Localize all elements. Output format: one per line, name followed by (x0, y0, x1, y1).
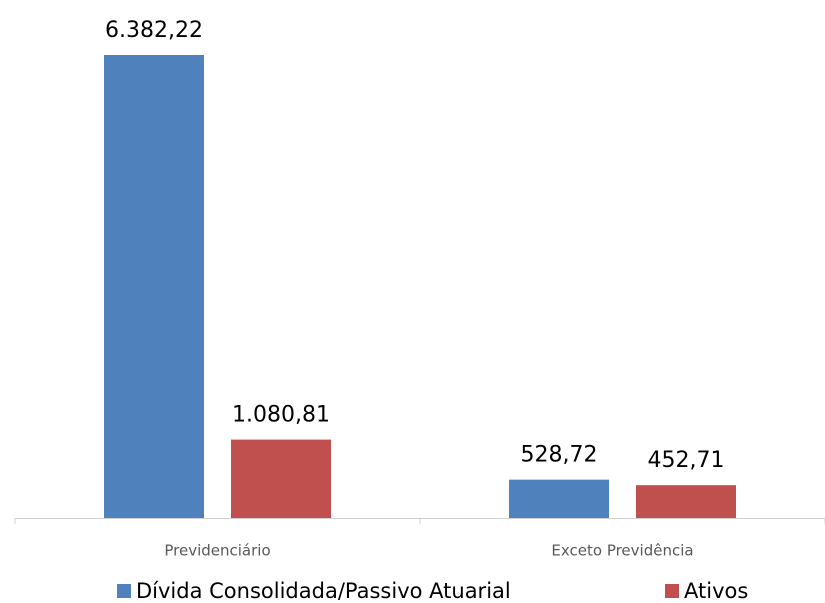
data-label: 452,71 (648, 448, 725, 473)
bar (231, 439, 331, 518)
bar (104, 55, 204, 518)
legend-label: Dívida Consolidada/Passivo Atuarial (136, 579, 511, 603)
bar (509, 479, 609, 518)
legend-swatch (665, 584, 679, 598)
data-label: 1.080,81 (232, 403, 330, 428)
data-label: 528,72 (521, 443, 598, 468)
data-label: 6.382,22 (105, 18, 203, 43)
legend-swatch (117, 584, 131, 598)
bar (636, 485, 736, 518)
legend-label: Ativos (684, 579, 748, 603)
x-tick-label: Previdenciário (164, 542, 270, 560)
x-tick-label: Exceto Previdência (551, 542, 693, 560)
